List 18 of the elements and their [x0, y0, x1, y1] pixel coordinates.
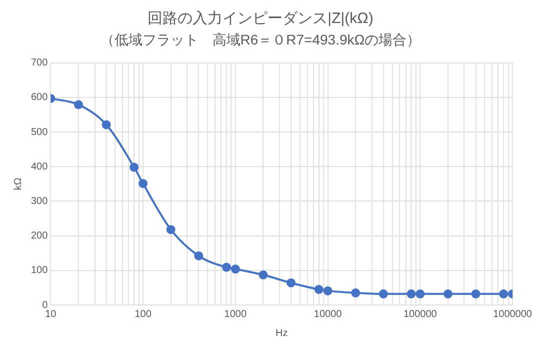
x-tick-label: 1000000 [493, 308, 532, 320]
x-tick-label: 100 [134, 308, 152, 320]
x-axis-title: Hz [275, 328, 288, 339]
y-tick-label: 100 [30, 265, 48, 276]
y-tick-label: 400 [30, 161, 48, 172]
y-tick-label: 200 [30, 230, 48, 242]
y-tick-label: 600 [30, 92, 48, 104]
x-tick-label: 10000 [314, 308, 342, 320]
x-tick-label: 100000 [403, 308, 438, 320]
y-tick-label: 0 [42, 300, 48, 311]
y-tick-label: 300 [30, 196, 48, 207]
y-axis-title: kΩ [12, 177, 24, 190]
y-tick-label: 700 [30, 58, 48, 69]
chart-subtitle: （低域フラット 高域R6＝０R7=493.9kΩの場合） [100, 31, 421, 48]
x-tick-label: 10 [45, 308, 57, 320]
x-tick-label: 1000 [224, 308, 247, 320]
y-tick-label: 500 [30, 126, 48, 138]
chart-title: 回路の入力インピーダンス|Z|(kΩ) [148, 10, 374, 28]
